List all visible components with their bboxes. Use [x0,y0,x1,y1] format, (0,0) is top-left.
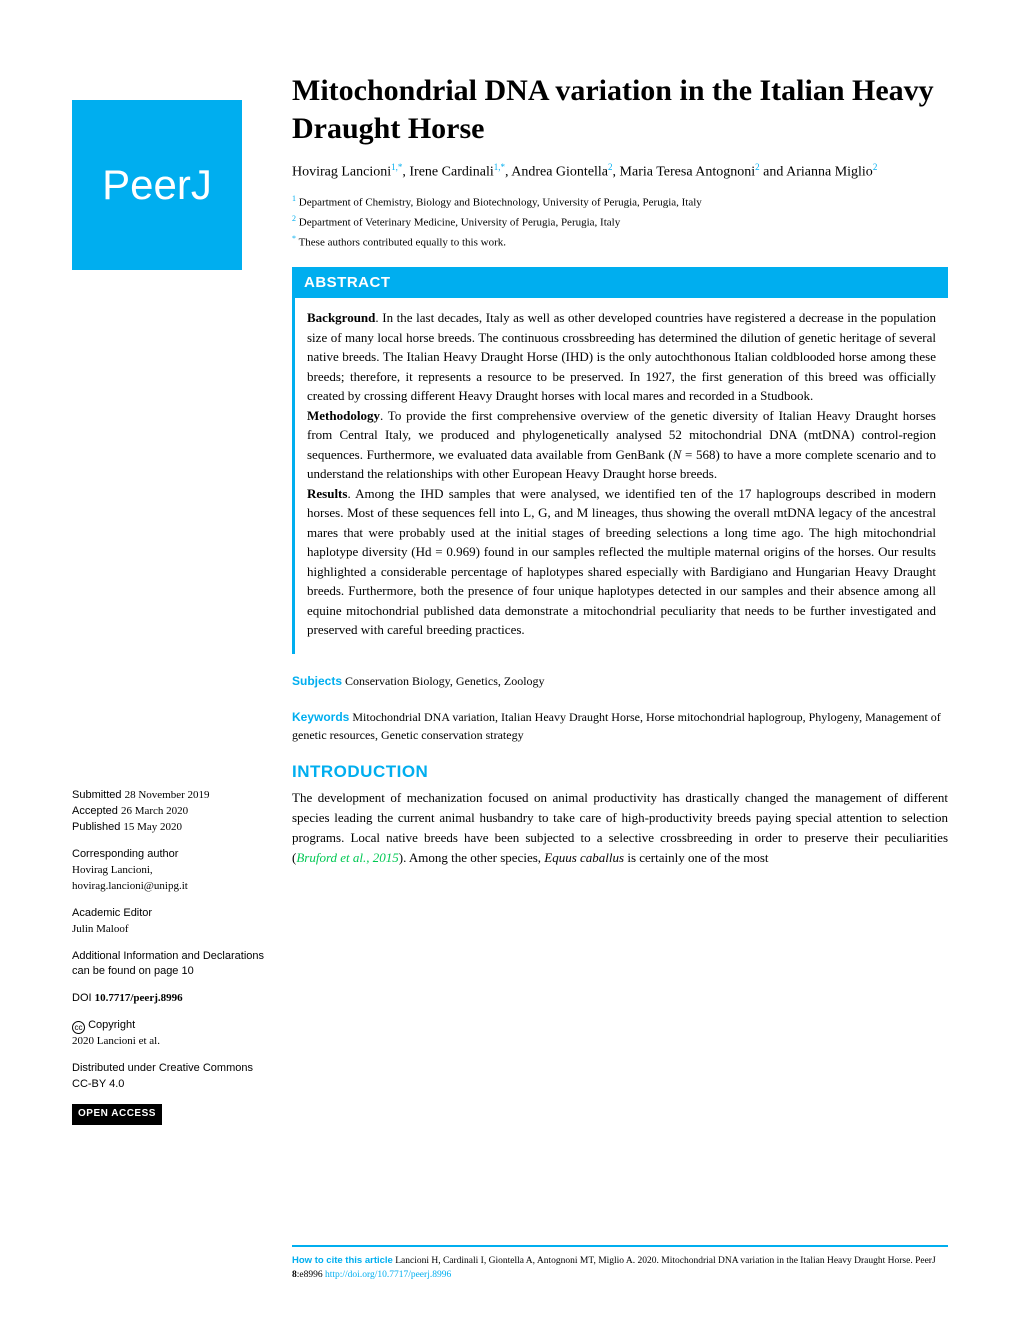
results-label: Results [307,486,347,501]
abstract-body: Background. In the last decades, Italy a… [292,298,948,654]
introduction-header: INTRODUCTION [292,762,948,782]
journal-logo: PeerJ [72,100,242,270]
intro-post: ). Among the other species, Equus caball… [399,850,769,865]
equal-text: These authors contributed equally to thi… [299,237,506,249]
author-list: Hovirag Lancioni1,*, Irene Cardinali1,*,… [292,161,948,183]
open-access-badge: OPEN ACCESS [72,1104,270,1125]
submitted-date: 28 November 2019 [125,789,210,801]
keywords-line: Keywords Mitochondrial DNA variation, It… [292,708,948,744]
copyright-text: 2020 Lancioni et al. [72,1035,160,1047]
corresponding-author: Corresponding author Hovirag Lancioni, h… [72,847,270,895]
corr-author-label: Corresponding author [72,848,178,860]
cite-label: How to cite this article [292,1255,393,1266]
citation-footer: How to cite this article Lancioni H, Car… [292,1245,948,1282]
doi-value: 10.7717/peerj.8996 [95,992,183,1004]
additional-info: Additional Information and Declarations … [72,949,270,981]
equal-contribution-note: * These authors contributed equally to t… [292,233,948,251]
copyright-label: Copyright [88,1019,135,1031]
corr-author-email: hovirag.lancioni@unipg.it [72,880,188,892]
accepted-date: 26 March 2020 [121,805,188,817]
doi-block: DOI 10.7717/peerj.8996 [72,991,270,1007]
keywords-text: Mitochondrial DNA variation, Italian Hea… [292,710,941,742]
published-date: 15 May 2020 [123,821,182,833]
background-label: Background [307,310,375,325]
introduction-text: The development of mechanization focused… [292,788,948,869]
cc-icon: cc [72,1021,85,1034]
doi-link[interactable]: http://doi.org/10.7717/peerj.8996 [325,1270,451,1280]
main-column: Mitochondrial DNA variation in the Itali… [292,72,948,868]
results-text: . Among the IHD samples that were analys… [307,486,936,638]
intro-reference[interactable]: Bruford et al., 2015 [296,850,398,865]
distribution: Distributed under Creative Commons CC-BY… [72,1061,270,1093]
affiliation: 1 Department of Chemistry, Biology and B… [292,193,948,211]
editor-label: Academic Editor [72,907,152,919]
accepted-label: Accepted [72,805,118,817]
affiliation: 2 Department of Veterinary Medicine, Uni… [292,213,948,231]
equal-symbol: * [292,234,296,243]
academic-editor: Academic Editor Julin Maloof [72,906,270,938]
subjects-label: Subjects [292,674,342,688]
keywords-label: Keywords [292,710,349,724]
published-label: Published [72,821,120,833]
submission-dates: Submitted 28 November 2019 Accepted 26 M… [72,788,270,836]
doi-label: DOI [72,992,92,1004]
copyright-block: cc Copyright 2020 Lancioni et al. [72,1018,270,1050]
methodology-text: . To provide the first comprehensive ove… [307,408,936,482]
background-text: . In the last decades, Italy as well as … [307,310,936,403]
editor-name: Julin Maloof [72,923,129,935]
methodology-label: Methodology [307,408,380,423]
article-metadata-sidebar: Submitted 28 November 2019 Accepted 26 M… [72,788,270,1125]
subjects-line: Subjects Conservation Biology, Genetics,… [292,672,948,690]
corr-author-name: Hovirag Lancioni, [72,864,153,876]
subjects-text: Conservation Biology, Genetics, Zoology [345,674,545,688]
article-title: Mitochondrial DNA variation in the Itali… [292,72,948,147]
abstract-header: ABSTRACT [292,267,948,298]
submitted-label: Submitted [72,789,122,801]
